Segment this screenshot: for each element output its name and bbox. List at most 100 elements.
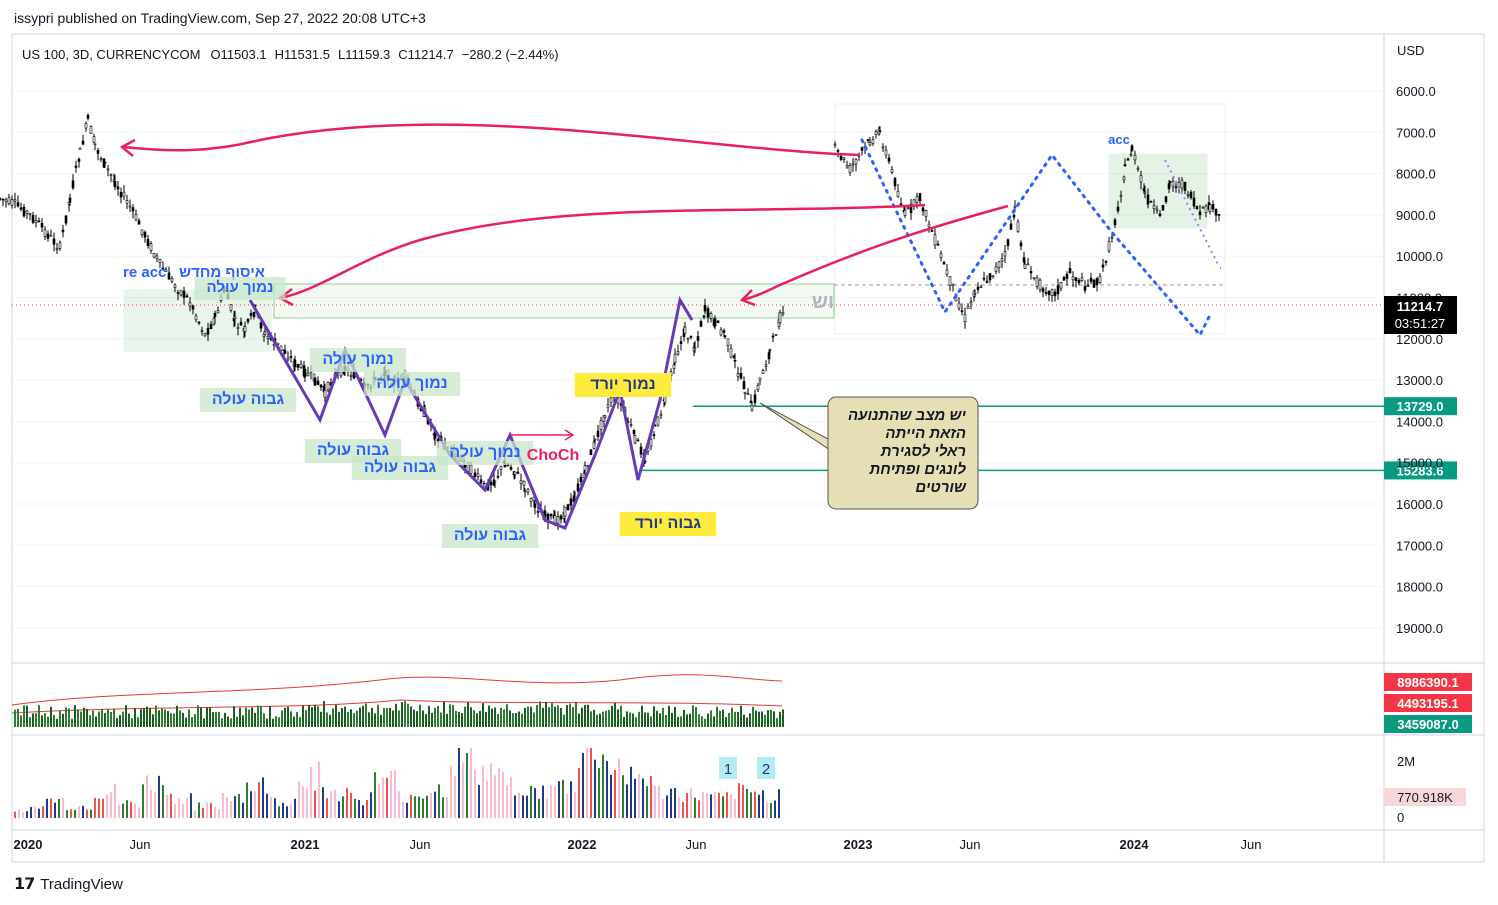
indicator-bar [486, 780, 488, 818]
indicator-bar [262, 777, 264, 818]
candle-body [951, 283, 955, 287]
volume-bar [38, 705, 40, 727]
volume-bar [572, 707, 574, 727]
volume-bar [536, 704, 538, 727]
candle-body [266, 336, 270, 339]
candle-body [229, 304, 233, 311]
candle-body [633, 435, 637, 444]
indicator-bar [618, 758, 620, 818]
candle-body [185, 295, 189, 298]
volume-bar [236, 716, 238, 727]
volume-bar [290, 711, 292, 727]
indicator-bar [226, 796, 228, 818]
volume-bar [53, 714, 55, 727]
candle-body [1026, 263, 1030, 266]
indicator-bar [686, 792, 688, 818]
candle-body [52, 238, 56, 245]
candle-body [1211, 204, 1215, 210]
x-tick-label: Jun [410, 837, 431, 852]
choch-label: ChoCh [527, 447, 579, 464]
candle-body [985, 280, 989, 283]
candle-body [848, 165, 852, 174]
indicator-bar [758, 794, 760, 818]
candle-body [176, 292, 180, 294]
indicator-bar [666, 795, 668, 818]
indicator-bar [430, 792, 432, 818]
indicator-bar [110, 792, 112, 818]
indicator-bar [330, 791, 332, 818]
volume-bar [416, 711, 418, 727]
volume-bar [266, 718, 268, 727]
indicator-bar [170, 793, 172, 818]
volume-bar [431, 712, 433, 727]
volume-bar [689, 713, 691, 727]
indicator-bar [22, 812, 24, 818]
indicator-bar [562, 779, 564, 818]
volume-bar [734, 711, 736, 727]
volume-bar [527, 706, 529, 727]
time-axis[interactable]: 2020 Jun 2021 Jun 2022 Jun 2023 Jun 2024 Jun [14, 837, 1262, 852]
volume-bar [386, 708, 388, 727]
candle-body [1041, 288, 1045, 292]
volume-bar [95, 716, 97, 727]
candle-body [988, 273, 992, 281]
candle-body [948, 275, 952, 286]
candle-body [693, 347, 697, 350]
candle-body [31, 215, 35, 223]
arrow-low [741, 204, 1009, 302]
indicator-bar [746, 788, 748, 818]
volume-bar [626, 711, 628, 727]
indicator-tag [1384, 788, 1466, 806]
candle-body [845, 165, 849, 168]
indicator-bar [246, 782, 248, 818]
candle-body [493, 480, 497, 483]
annotation-label: איסוף מחדש [179, 264, 265, 281]
volume-bar [332, 708, 334, 727]
volume-tag [1384, 673, 1472, 691]
volume-bar [473, 710, 475, 727]
candle-body [46, 233, 50, 239]
callout-line: שורטים [915, 479, 967, 496]
y-tick-label: 12000.0 [1396, 332, 1443, 347]
volume-bar [56, 718, 58, 727]
volume-bar [14, 709, 16, 727]
indicator-bar [462, 762, 464, 818]
volume-bar [170, 713, 172, 727]
indicator-bar [622, 775, 624, 818]
footer-brand[interactable]: 𝟭𝟳 TradingView [14, 874, 123, 894]
volume-bar [293, 716, 295, 727]
volume-bar [128, 713, 130, 727]
volume-bar [764, 714, 766, 727]
candle-body [1164, 196, 1168, 202]
volume-bar [722, 709, 724, 727]
candle-body [726, 338, 730, 346]
indicator-bar [70, 809, 72, 818]
volume-bar [605, 710, 607, 727]
indicator-bar [770, 803, 772, 818]
candle-body [303, 368, 307, 377]
volume-bar [731, 707, 733, 727]
volume-bar [371, 707, 373, 727]
volume-bar [89, 715, 91, 727]
indicator-bar [30, 806, 32, 818]
volume-bar [233, 706, 235, 727]
volume-bar [770, 709, 772, 727]
price-axis[interactable]: USD6000.07000.08000.09000.010000.011000.… [1384, 43, 1457, 636]
candle-body [839, 155, 843, 160]
volume-bar [29, 717, 31, 727]
candle-body [771, 335, 775, 338]
candle-body [1101, 264, 1105, 268]
candle-body [306, 372, 310, 377]
candle-body [1130, 145, 1134, 152]
volume-panel: 8986390.1 4493195.1 3459087.0 [11, 673, 1472, 733]
indicator-bar [326, 798, 328, 818]
tradingview-logo-icon: 𝟭𝟳 [14, 876, 35, 893]
annotation-label: re acc [123, 264, 166, 281]
volume-bar [749, 713, 751, 727]
indicator-bar [546, 798, 548, 818]
indicator-bar [734, 798, 736, 818]
y-tick-label: 16000.0 [1396, 497, 1443, 512]
candle-body [191, 305, 195, 310]
annotation-bg [574, 373, 672, 397]
